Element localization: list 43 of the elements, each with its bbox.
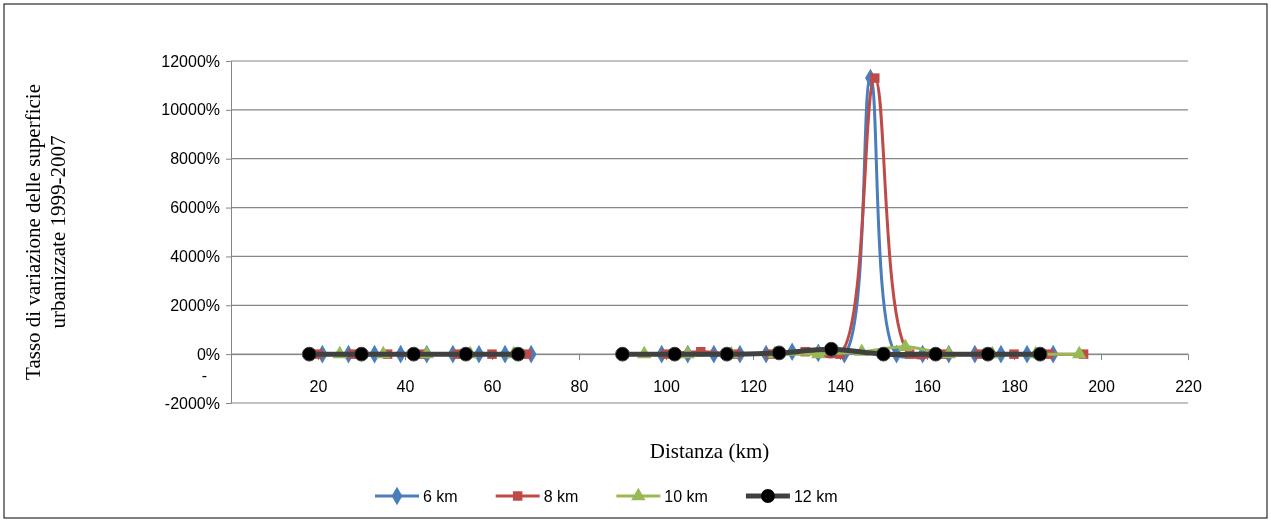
x-tick-label: 180 — [1001, 377, 1028, 395]
x-tick-label: 100 — [653, 377, 680, 395]
point — [510, 346, 526, 362]
x-tick-label: 120 — [740, 377, 767, 395]
y-tick-label: 0% — [196, 345, 220, 363]
point — [823, 341, 839, 357]
point — [615, 346, 630, 362]
point — [898, 338, 913, 351]
y-tick-label: 12000% — [161, 52, 220, 70]
y-tick-label: 4000% — [170, 248, 220, 266]
x-tick-label: 140 — [827, 377, 854, 395]
point — [876, 346, 891, 362]
legend-label: 12 km — [793, 488, 838, 505]
y-tick-label: 10000% — [161, 101, 220, 119]
point — [667, 346, 683, 362]
point — [928, 346, 944, 362]
y-tick-label: 2000% — [170, 296, 220, 314]
point — [301, 346, 317, 362]
x-tick-label: 20 — [309, 377, 328, 395]
x-tick-label: 160 — [914, 377, 941, 395]
point — [458, 346, 474, 362]
point — [354, 346, 369, 362]
x-tick-label: 200 — [1088, 377, 1115, 395]
point — [980, 346, 996, 362]
point — [1072, 345, 1087, 359]
x-tick-label: 60 — [483, 377, 502, 395]
y-tick-label: 6000% — [170, 199, 220, 217]
point — [1032, 346, 1048, 362]
legend-label: 10 km — [664, 488, 708, 505]
x-tick-label: 80 — [570, 377, 589, 395]
point — [719, 346, 735, 362]
x-tick-label: 40 — [396, 377, 415, 395]
legend-label: 8 km — [543, 488, 579, 505]
y-axis-title: Tasso di variazione delle superficie urbanizzate 1999-2007 — [21, 84, 70, 380]
y-tick-label: 8000% — [170, 150, 220, 168]
legend-label: 6 km — [423, 488, 458, 505]
y-tick-label: -2000% — [164, 394, 220, 412]
x-tick-label: 220 — [1175, 377, 1202, 395]
point — [870, 73, 880, 83]
point — [771, 345, 787, 361]
x-axis-title: Distanza (km) — [649, 439, 770, 463]
text: - — [201, 366, 207, 384]
point — [406, 346, 422, 362]
